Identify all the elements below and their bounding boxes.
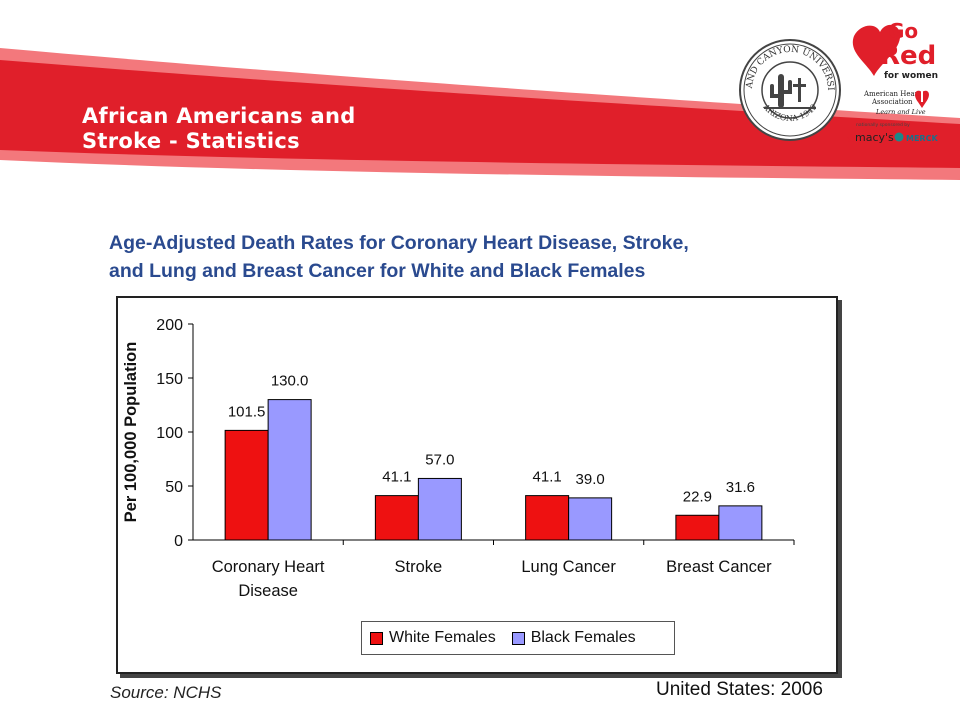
data-label: 22.9 bbox=[683, 488, 712, 505]
go-red-for-women-logo: Go Red for women American Heart Associat… bbox=[846, 19, 938, 145]
data-label: 130.0 bbox=[271, 373, 309, 390]
merck-logo-text: MERCK bbox=[906, 134, 938, 143]
data-label: 41.1 bbox=[533, 469, 562, 486]
gored-red-text: Red bbox=[880, 41, 936, 71]
gored-go-text: Go bbox=[888, 19, 918, 43]
x-tick-label: Disease bbox=[238, 582, 298, 600]
bar bbox=[718, 505, 763, 541]
data-label: 101.5 bbox=[228, 403, 266, 420]
aha-name-line1: American Heart bbox=[863, 90, 921, 98]
legend-swatch-black-females bbox=[511, 631, 525, 645]
bar bbox=[525, 495, 570, 541]
slide-title: African Americans and Stroke - Statistic… bbox=[82, 104, 356, 154]
legend-item-white-females: White Females bbox=[370, 629, 496, 647]
y-axis-label: Per 100,000 Population bbox=[122, 342, 140, 523]
legend-swatch-white-females bbox=[370, 631, 383, 645]
data-label: 41.1 bbox=[382, 469, 411, 486]
y-tick-label: 0 bbox=[174, 533, 183, 550]
slide-title-line2: Stroke - Statistics bbox=[82, 129, 300, 153]
bar bbox=[675, 514, 720, 541]
sponsored-by-text: nationally sponsored by bbox=[856, 122, 910, 128]
bar bbox=[568, 497, 613, 541]
legend-item-black-females: Black Females bbox=[511, 629, 636, 647]
bar bbox=[417, 477, 462, 541]
bar bbox=[224, 429, 269, 541]
header-banner bbox=[0, 48, 960, 180]
y-tick-label: 150 bbox=[156, 371, 183, 388]
aha-heart-torch-icon bbox=[915, 90, 929, 108]
red-dress-icon bbox=[852, 24, 901, 77]
chart-title-line1: Age-Adjusted Death Rates for Coronary He… bbox=[109, 232, 689, 254]
aha-tagline: Learn and Live bbox=[875, 108, 926, 116]
chart-title-line2: and Lung and Breast Cancer for White and… bbox=[109, 260, 646, 282]
bar bbox=[374, 495, 419, 541]
data-label: 57.0 bbox=[425, 451, 454, 468]
x-tick-label: Lung Cancer bbox=[521, 558, 616, 576]
y-tick-label: 100 bbox=[156, 425, 183, 442]
macys-logo-text: macy's bbox=[855, 131, 894, 144]
bar-chart: 0 50 100 150 200 Per 100,000 Population 101.5 1… bbox=[122, 317, 795, 600]
banner-red-band bbox=[0, 60, 960, 168]
cross-icon bbox=[793, 78, 806, 102]
legend-label-white-females: White Females bbox=[389, 629, 496, 646]
cactus-icon bbox=[770, 74, 792, 108]
chart-legend: White Females Black Females bbox=[361, 621, 675, 655]
y-tick-label: 50 bbox=[165, 479, 183, 496]
chart-title: Age-Adjusted Death Rates for Coronary He… bbox=[109, 229, 829, 285]
data-label: 39.0 bbox=[576, 471, 605, 488]
slide-title-line1: African Americans and bbox=[82, 104, 356, 128]
legend-label-black-females: Black Females bbox=[530, 629, 636, 646]
y-tick-label: 200 bbox=[156, 317, 183, 334]
bar bbox=[267, 399, 312, 541]
macys-star-icon: ★ bbox=[846, 132, 856, 145]
x-tick-label: Stroke bbox=[395, 558, 443, 576]
x-tick-label: Coronary Heart bbox=[212, 558, 325, 576]
region-year-note: United States: 2006 bbox=[656, 679, 823, 700]
x-tick-label: Breast Cancer bbox=[666, 558, 772, 576]
university-seal-logo: GRAND CANYON UNIVERSITY ARIZONA 1949 bbox=[738, 38, 841, 141]
gored-for-women-text: for women bbox=[884, 71, 938, 81]
merck-icon bbox=[894, 132, 904, 142]
source-note: Source: NCHS bbox=[110, 683, 222, 702]
aha-name-line2: Association bbox=[871, 98, 913, 106]
data-label: 31.6 bbox=[726, 479, 755, 496]
